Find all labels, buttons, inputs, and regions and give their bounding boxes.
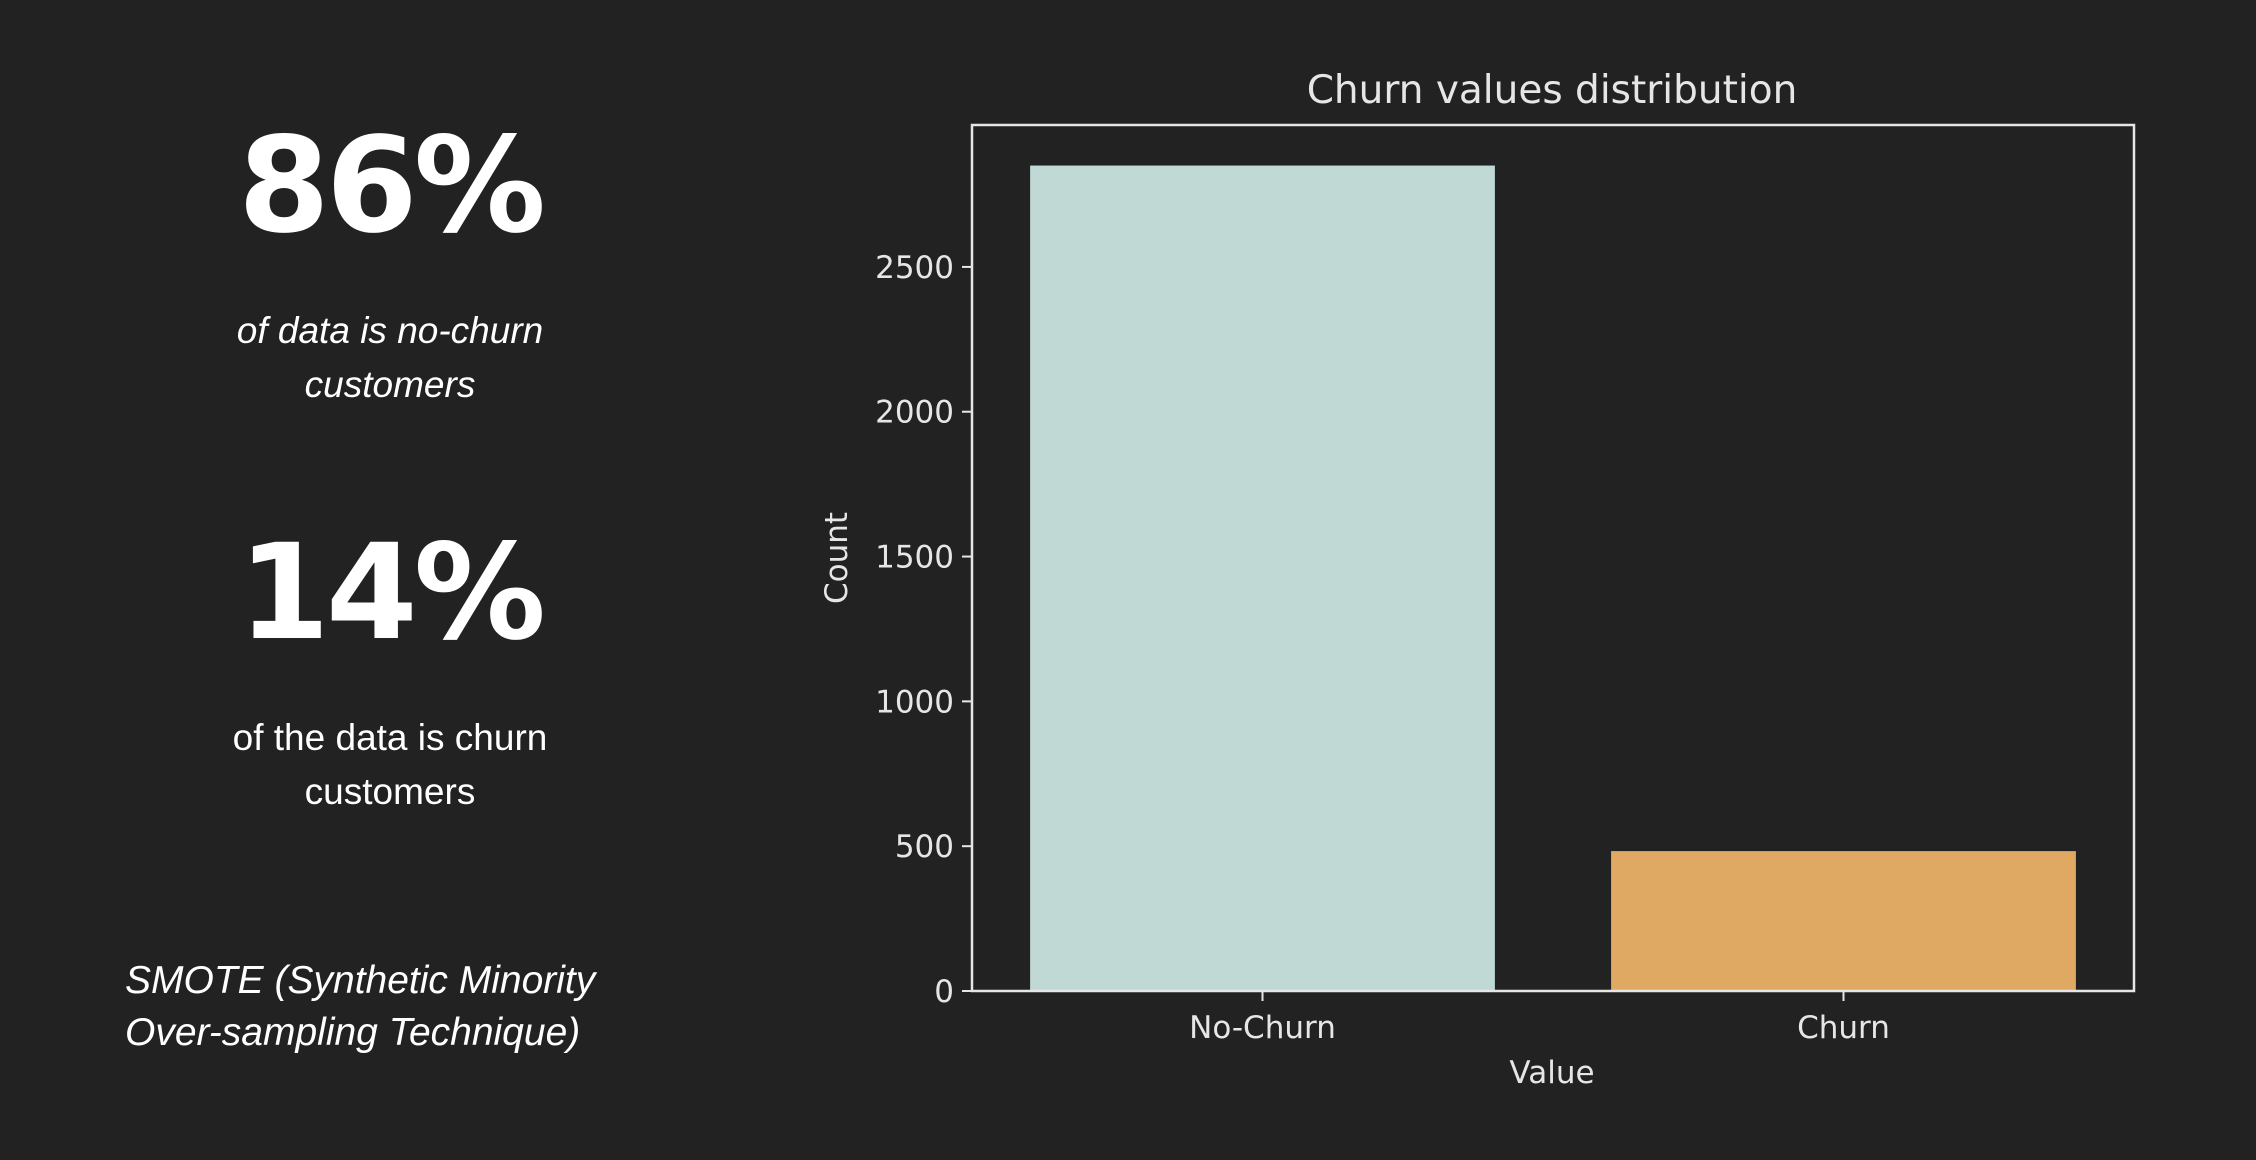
y-tick-label: 2500: [875, 250, 954, 286]
stat-no-churn-value: 86%: [238, 109, 546, 263]
x-tick-label: No-Churn: [1189, 1010, 1336, 1046]
x-tick-label: Churn: [1797, 1010, 1890, 1046]
x-axis-label: Value: [1509, 1055, 1594, 1091]
stat-churn-description: of the data is churn customers: [232, 717, 548, 812]
y-axis-label: Count: [819, 512, 855, 604]
stat-no-churn-description: of data is no-churn customers: [236, 310, 544, 405]
chart-title: Churn values distribution: [1307, 68, 1798, 113]
bar-no-churn: [1030, 165, 1495, 992]
y-tick-label: 0: [934, 974, 954, 1010]
stat-churn-value: 14%: [238, 516, 546, 670]
plot-frame: [970, 123, 2136, 993]
smote-footnote: SMOTE (Synthetic Minority Over-sampling …: [125, 959, 596, 1054]
y-tick-label: 1500: [875, 540, 954, 576]
x-axis: No-Churn Churn: [1189, 991, 1890, 1046]
y-tick-label: 2000: [875, 395, 954, 431]
y-tick-label: 500: [895, 829, 954, 865]
stat-no-churn: 86% of data is no-churn customers: [190, 120, 590, 412]
stat-churn: 14% of the data is churn customers: [190, 527, 590, 819]
y-tick-label: 1000: [875, 684, 954, 720]
bar-churn: [1611, 851, 2076, 991]
bars-group: [1030, 165, 2076, 992]
y-axis: 0 500 1000 1500 2000 2500: [875, 250, 972, 1010]
